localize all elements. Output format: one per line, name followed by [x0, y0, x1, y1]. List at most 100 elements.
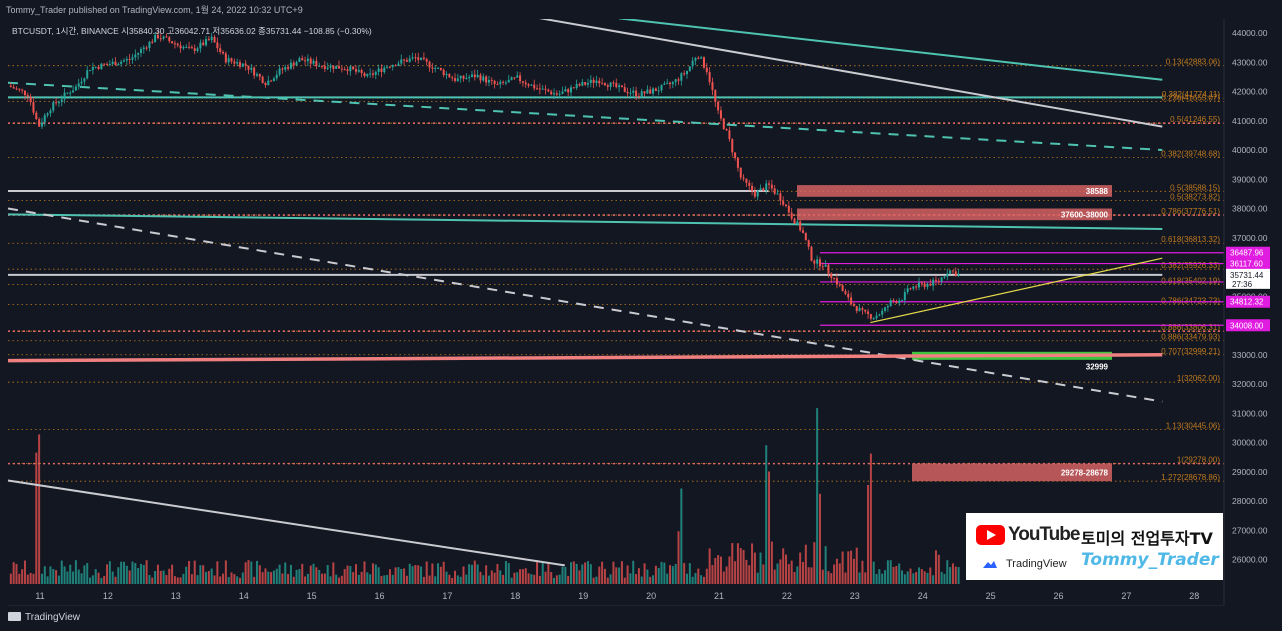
volume-bar — [949, 567, 952, 584]
candle-body — [233, 61, 236, 64]
tradingview-wordmark: TradingView — [1006, 558, 1067, 570]
candle-body — [951, 270, 954, 272]
candle-body — [686, 71, 688, 75]
volume-bar — [213, 575, 216, 584]
volume-bar — [357, 574, 360, 584]
volume-bar — [538, 575, 541, 584]
volume-bar — [312, 563, 315, 584]
candle-body — [241, 63, 244, 67]
volume-bar — [717, 555, 720, 584]
tradingview-icon — [8, 612, 21, 621]
candle-body — [776, 193, 779, 195]
candle-body — [864, 309, 867, 312]
volume-bar — [473, 560, 476, 584]
candle-body — [21, 89, 24, 91]
volume-bar — [923, 571, 926, 584]
fib-label: 1(32062.00) — [1177, 374, 1220, 383]
candle-body — [26, 95, 29, 97]
volume-bar — [38, 434, 41, 584]
volume-bar — [708, 548, 711, 584]
candle-body — [527, 84, 530, 86]
volume-bar — [934, 550, 937, 584]
volume-bar — [598, 566, 601, 584]
candle-body — [765, 183, 768, 191]
fib-label: 1(29278.00) — [1177, 456, 1220, 465]
volume-bar — [366, 572, 369, 584]
candle-body — [397, 63, 400, 66]
volume-bar — [629, 573, 632, 584]
volume-bar — [742, 549, 745, 584]
volume-bar — [142, 565, 145, 584]
candle-body — [352, 66, 355, 70]
candle-body — [151, 41, 154, 43]
volume-bar — [216, 561, 219, 584]
volume-bar — [669, 565, 672, 584]
candle-body — [193, 48, 196, 51]
candle-body — [796, 221, 799, 224]
tradingview-logo[interactable]: TradingView — [8, 612, 80, 623]
volume-bar — [917, 567, 920, 584]
volume-bar — [564, 567, 567, 584]
volume-bar — [386, 575, 389, 584]
candle-body — [417, 57, 420, 60]
volume-bar — [15, 563, 18, 584]
candle-body — [473, 74, 476, 78]
candle-body — [179, 45, 182, 49]
volume-bar — [405, 575, 408, 584]
candle-body — [623, 87, 626, 92]
volume-bar — [456, 575, 459, 584]
candle-body — [315, 60, 318, 67]
volume-bar — [60, 560, 63, 584]
candle-body — [878, 314, 881, 316]
volume-bar — [940, 571, 943, 584]
volume-bar — [111, 571, 114, 584]
candle-body — [57, 101, 60, 104]
candle-body — [448, 73, 451, 78]
x-tick-label: 28 — [1189, 591, 1199, 601]
volume-bar — [315, 567, 318, 584]
volume-bar — [120, 561, 123, 584]
volume-bar — [329, 576, 332, 584]
volume-bar — [377, 567, 380, 584]
candle-body — [304, 60, 307, 62]
candle-body — [810, 246, 813, 261]
volume-bar — [821, 569, 824, 584]
volume-bar — [521, 569, 524, 584]
x-tick-label: 21 — [714, 591, 724, 601]
candle-body — [454, 78, 457, 81]
candle-body — [561, 91, 564, 94]
volume-bar — [403, 568, 406, 584]
volume-bar — [541, 562, 544, 584]
candle-body — [349, 66, 352, 72]
candle-body — [502, 81, 505, 83]
x-tick-label: 20 — [646, 591, 656, 601]
symbol-legend[interactable]: BTCUSDT, 1시간, BINANCE 시35840.30 고36042.7… — [12, 26, 372, 36]
candle-body — [923, 283, 926, 288]
volume-bar — [190, 574, 193, 584]
volume-bar — [21, 569, 24, 584]
volume-bar — [725, 566, 728, 584]
candle-body — [394, 64, 397, 66]
volume-bar — [623, 577, 626, 584]
candle-body — [148, 41, 151, 49]
volume-bar — [420, 566, 423, 584]
candle-body — [227, 58, 230, 63]
volume-bar — [145, 560, 148, 584]
candle-body — [437, 67, 440, 69]
volume-bar — [326, 564, 329, 584]
volume-bar — [485, 565, 488, 584]
candle-body — [425, 59, 428, 62]
volume-bar — [705, 568, 708, 584]
candle-body — [881, 310, 884, 315]
candle-body — [861, 308, 864, 310]
candle-body — [886, 306, 889, 308]
volume-bar — [292, 576, 295, 584]
volume-bar — [295, 569, 298, 584]
volume-bar — [739, 548, 742, 584]
candle-body — [934, 279, 937, 281]
volume-bar — [756, 572, 759, 584]
volume-bar — [414, 565, 417, 584]
volume-bar — [128, 570, 131, 584]
candle-body — [77, 83, 80, 87]
